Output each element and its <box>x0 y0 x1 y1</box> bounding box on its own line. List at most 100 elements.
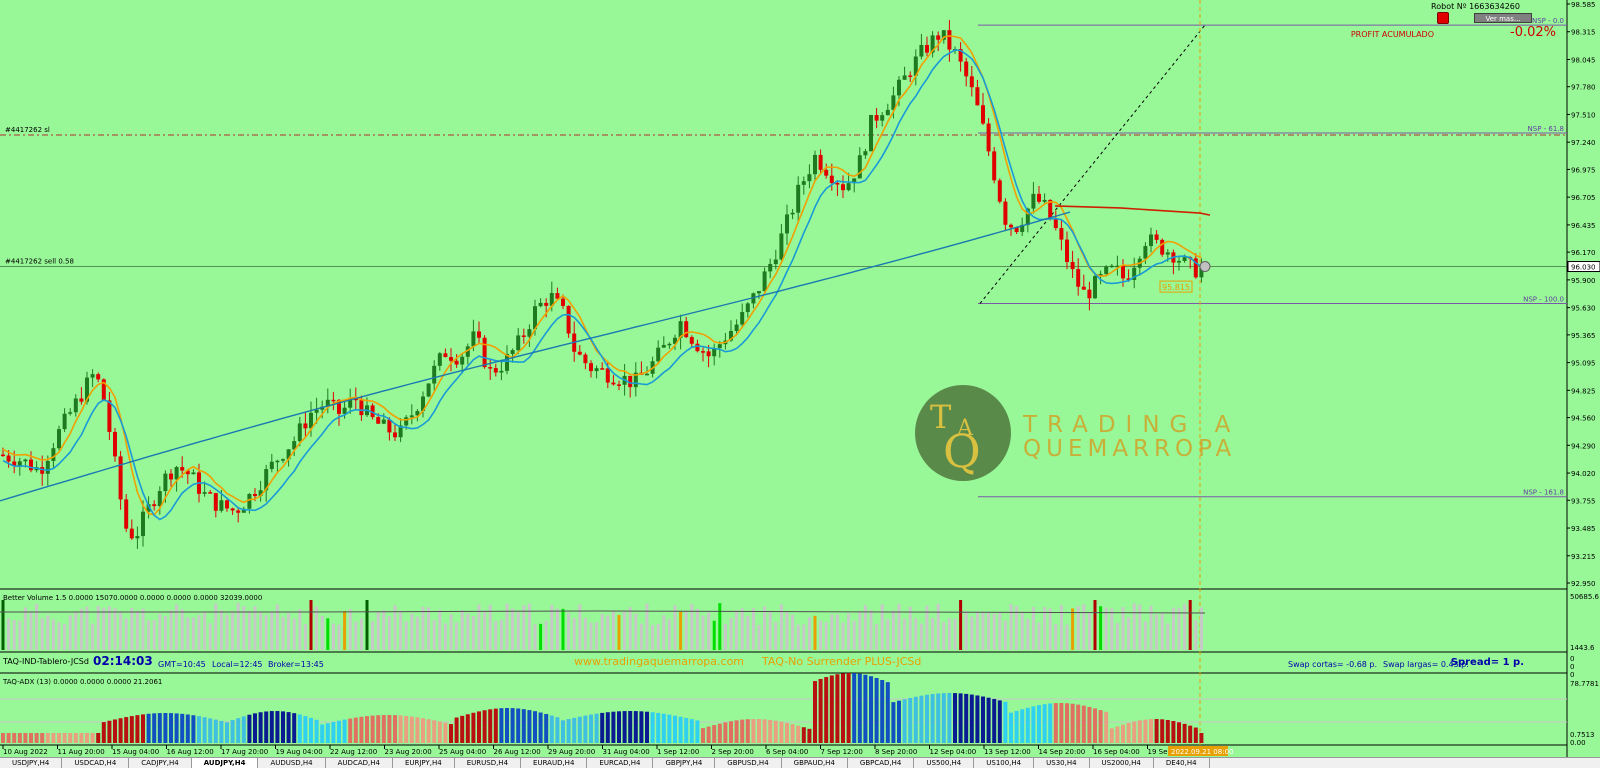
candle-bull <box>740 312 745 325</box>
adx-bar <box>936 693 941 743</box>
candle-bull <box>314 409 319 413</box>
volume-bar <box>331 623 335 650</box>
candle-bear <box>6 455 11 462</box>
volume-bar <box>460 610 464 650</box>
candle-bear <box>1003 201 1008 225</box>
tab-eurcad-h4[interactable]: EURCAD,H4 <box>587 758 654 768</box>
tab-euraud-h4[interactable]: EURAUD,H4 <box>521 758 588 768</box>
website-link[interactable]: www.tradingaquemarropa.com <box>574 655 745 668</box>
volume-bar <box>1127 617 1131 650</box>
adx-bar <box>1199 733 1204 743</box>
tab-de40-h4[interactable]: DE40,H4 <box>1154 758 1210 768</box>
tab-audjpy-h4[interactable]: AUDJPY,H4 <box>191 758 259 768</box>
adx-bar <box>275 711 280 743</box>
volume-bar <box>1043 607 1047 650</box>
adx-axis-top: 78.7781 <box>1570 680 1599 688</box>
candle-bull <box>146 504 151 512</box>
volume-bar <box>914 618 918 650</box>
volume-axis-bottom: 1443.6 <box>1570 644 1595 652</box>
adx-bar <box>594 713 599 743</box>
volume-bar <box>1065 624 1069 650</box>
candle-bear <box>611 382 616 385</box>
adx-bar <box>208 718 213 743</box>
adx-bar <box>712 725 717 743</box>
adx-bar <box>785 722 789 743</box>
candle-bear <box>555 293 560 299</box>
price-cursor[interactable] <box>1199 261 1211 273</box>
price-tick-label: 93.755 <box>1571 497 1596 505</box>
date-label: 10 Aug 2022 <box>3 748 48 756</box>
volume-bar <box>903 618 907 650</box>
volume-bar <box>107 606 111 650</box>
tab-us100-h4[interactable]: US100,H4 <box>974 758 1035 768</box>
tab-audcad-h4[interactable]: AUDCAD,H4 <box>326 758 393 768</box>
candle-bear <box>566 305 571 334</box>
view-more-button[interactable]: Ver mas... <box>1474 13 1532 23</box>
tab-usdjpy-h4[interactable]: USDJPY,H4 <box>0 758 63 768</box>
volume-bar <box>1171 607 1175 650</box>
candle-bear <box>96 374 101 380</box>
adx-bar <box>611 711 616 743</box>
candle-bull <box>85 377 89 402</box>
volume-bar <box>264 615 268 650</box>
candle-bear <box>706 351 711 357</box>
adx-bar <box>656 712 661 743</box>
candle-bull <box>919 44 924 57</box>
adx-bar <box>589 714 593 743</box>
candle-bull <box>57 429 61 449</box>
tab-eurusd-h4[interactable]: EURUSD,H4 <box>455 758 522 768</box>
tab-cadjpy-h4[interactable]: CADJPY,H4 <box>129 758 192 768</box>
volume-bar <box>303 624 307 650</box>
volume-bar <box>645 603 649 650</box>
tab-gbpusd-h4[interactable]: GBPUSD,H4 <box>715 758 782 768</box>
adx-bar <box>577 716 582 743</box>
candle-bull <box>415 411 420 416</box>
candle-bear <box>129 528 134 539</box>
tab-us2000-h4[interactable]: US2000,H4 <box>1090 758 1154 768</box>
candle-bear <box>40 467 45 474</box>
adx-bar <box>549 715 554 743</box>
tab-audusd-h4[interactable]: AUDUSD,H4 <box>258 758 326 768</box>
tab-us500-h4[interactable]: US500,H4 <box>914 758 975 768</box>
price-tick-label: 95.365 <box>1571 332 1596 340</box>
candle-bull <box>785 214 789 234</box>
volume-bar <box>68 615 72 650</box>
date-label: 8 Sep 20:00 <box>875 748 917 756</box>
candle-bull <box>174 467 179 480</box>
adx-bar <box>230 720 235 743</box>
candle-bear <box>684 321 689 338</box>
candle-bull <box>891 95 896 110</box>
adx-axis-zero: 0.00 <box>1570 739 1586 747</box>
candle-bull <box>1020 224 1025 233</box>
adx-bar <box>841 673 845 743</box>
tab-usdcad-h4[interactable]: USDCAD,H4 <box>62 758 130 768</box>
tab-gbpcad-h4[interactable]: GBPCAD,H4 <box>848 758 915 768</box>
adx-bar <box>398 715 403 743</box>
adx-bar <box>1076 704 1081 743</box>
volume-bar <box>746 615 750 650</box>
date-label: 12 Sep 04:00 <box>930 748 977 756</box>
adx-bar <box>359 716 364 743</box>
candle-bear <box>1009 224 1013 228</box>
volume-bar <box>852 620 856 650</box>
candle-bear <box>1160 239 1165 255</box>
adx-bar <box>1037 705 1041 743</box>
candle-bear <box>1059 228 1064 240</box>
tab-gbpjpy-h4[interactable]: GBPJPY,H4 <box>653 758 716 768</box>
candle-bull <box>734 324 739 331</box>
adx-bar <box>180 713 185 743</box>
candle-bear <box>12 461 17 467</box>
date-label: 16 Sep 04:00 <box>1093 748 1140 756</box>
tab-us30-h4[interactable]: US30,H4 <box>1034 758 1090 768</box>
volume-bar <box>578 604 582 650</box>
tab-eurjpy-h4[interactable]: EURJPY,H4 <box>393 758 455 768</box>
adx-bar <box>779 721 784 743</box>
tab-gbpaud-h4[interactable]: GBPAUD,H4 <box>782 758 848 768</box>
volume-bar <box>673 605 677 650</box>
adx-bar <box>527 710 532 743</box>
volume-bar <box>701 615 705 650</box>
close-trade-button[interactable] <box>1437 12 1449 24</box>
volume-bar <box>813 615 817 650</box>
volume-bar <box>1155 614 1159 650</box>
